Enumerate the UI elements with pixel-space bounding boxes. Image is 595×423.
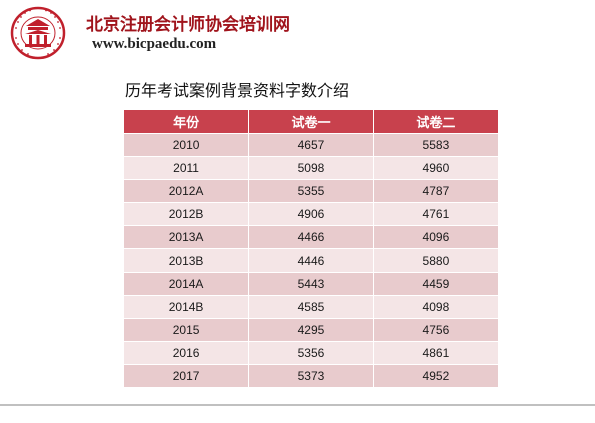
cell-year: 2010 (124, 132, 249, 157)
table-row: 2012A 5355 4787 (124, 179, 498, 203)
table-row: 2014A 5443 4459 (124, 271, 498, 296)
cell-paper-2: 5583 (372, 132, 498, 157)
cell-paper-2: 4098 (372, 294, 498, 319)
footer-divider (0, 404, 595, 406)
cell-paper-1: 5356 (248, 340, 374, 365)
cell-paper-2: 4960 (372, 156, 498, 180)
cell-paper-2: 4096 (372, 225, 498, 249)
institute-seal-icon (10, 6, 66, 60)
cell-paper-2: 5880 (372, 248, 498, 273)
cell-paper-1: 5443 (248, 271, 374, 296)
cell-year: 2013A (124, 225, 249, 249)
cell-paper-1: 4466 (248, 225, 374, 249)
cell-paper-2: 4459 (372, 271, 498, 296)
cell-paper-1: 5098 (248, 156, 374, 180)
table-row: 2013A 4466 4096 (124, 225, 498, 249)
cell-paper-2: 4761 (372, 202, 498, 226)
table-row: 2014B 4585 4098 (124, 294, 498, 319)
cell-year: 2017 (124, 363, 249, 388)
cell-year: 2011 (124, 156, 249, 180)
table-row: 2012B 4906 4761 (124, 202, 498, 226)
cell-year: 2014B (124, 294, 249, 319)
cell-year: 2012A (124, 179, 249, 203)
cell-paper-1: 4585 (248, 294, 374, 319)
table-row: 2016 5356 4861 (124, 340, 498, 365)
page-title: 历年考试案例背景资料字数介绍 (125, 81, 350, 100)
cell-paper-1: 4906 (248, 202, 374, 226)
cell-year: 2014A (124, 271, 249, 296)
cell-paper-1: 4657 (248, 132, 374, 157)
cell-paper-1: 5355 (248, 179, 374, 203)
table-row: 2017 5373 4952 (124, 363, 498, 388)
cell-paper-1: 5373 (248, 363, 374, 388)
column-header-paper-1: 试卷一 (248, 110, 374, 134)
cell-year: 2015 (124, 317, 249, 342)
cell-paper-2: 4861 (372, 340, 498, 365)
cell-paper-2: 4787 (372, 179, 498, 203)
table-row: 2010 4657 5583 (124, 132, 498, 157)
org-url[interactable]: www.bicpaedu.com (92, 36, 217, 52)
cell-year: 2016 (124, 340, 249, 365)
table-header-row: 年份 试卷一 试卷二 (124, 110, 498, 134)
table-row: 2015 4295 4756 (124, 317, 498, 342)
column-header-year: 年份 (124, 110, 249, 134)
cell-paper-1: 4295 (248, 317, 374, 342)
cell-paper-2: 4952 (372, 363, 498, 388)
word-count-table: 年份 试卷一 试卷二 2010 4657 5583 2011 5098 4960… (124, 110, 498, 388)
column-header-paper-2: 试卷二 (372, 110, 498, 134)
cell-year: 2012B (124, 202, 249, 226)
table-row: 2013B 4446 5880 (124, 248, 498, 273)
org-name: 北京注册会计师协会培训网 (86, 15, 290, 35)
cell-paper-1: 4446 (248, 248, 374, 273)
cell-year: 2013B (124, 248, 249, 273)
cell-paper-2: 4756 (372, 317, 498, 342)
table-row: 2011 5098 4960 (124, 156, 498, 180)
